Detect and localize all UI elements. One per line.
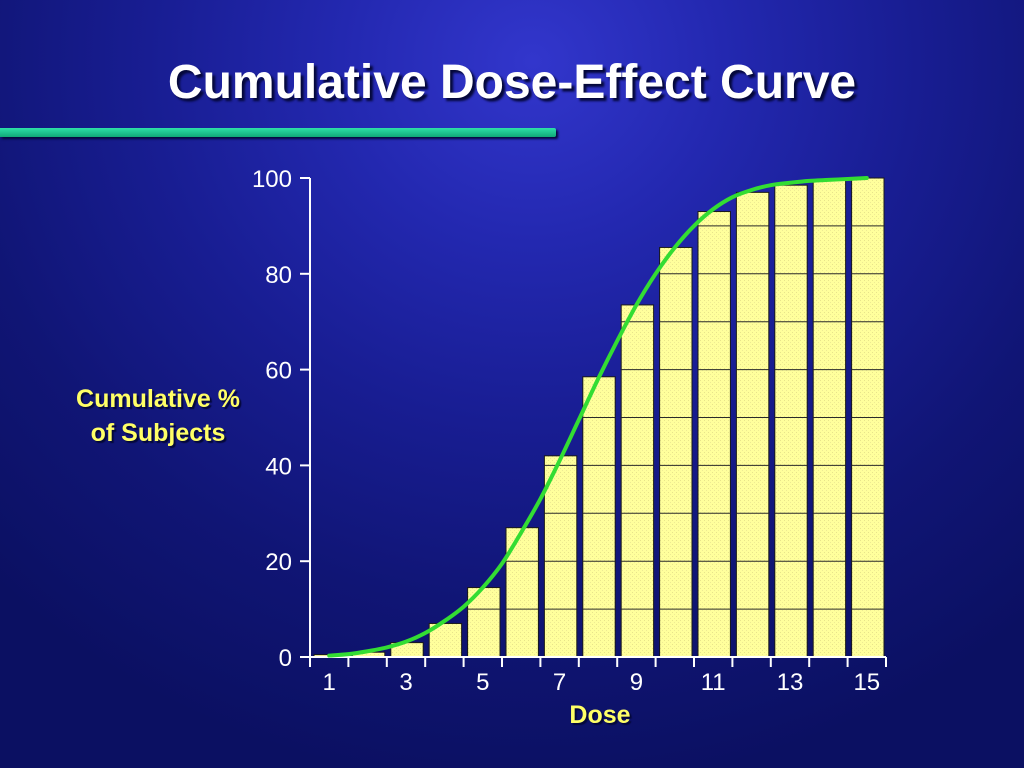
title-underline <box>0 128 556 137</box>
slide-title: Cumulative Dose-Effect Curve <box>167 56 857 109</box>
x-tick-label-15: 15 <box>853 669 880 696</box>
y-tick-label-80: 80 <box>265 262 292 289</box>
bar-dose-8 <box>582 376 616 658</box>
x-tick-label-1: 1 <box>323 669 336 696</box>
y-tick-label-60: 60 <box>265 358 292 385</box>
bar-dose-11 <box>697 211 731 658</box>
y-tick-label-100: 100 <box>252 166 292 193</box>
bar-dose-12 <box>735 191 770 658</box>
x-axis-label: Dose <box>569 701 631 729</box>
x-tick-label-7: 7 <box>553 669 566 696</box>
x-tick-label-3: 3 <box>399 669 412 696</box>
x-tick-label-5: 5 <box>476 669 489 696</box>
bar-dose-13 <box>774 184 808 658</box>
bar-dose-14 <box>812 179 847 658</box>
y-axis-label-line-2: of Subjects <box>90 419 226 447</box>
bar-dose-9 <box>620 304 655 658</box>
x-tick-label-9: 9 <box>630 669 643 696</box>
y-axis-label-line-1: Cumulative % <box>76 385 240 413</box>
x-tick-label-13: 13 <box>777 669 804 696</box>
y-tick-label-20: 20 <box>265 549 292 576</box>
y-tick-label-40: 40 <box>265 453 292 480</box>
bar-dose-10 <box>659 246 693 658</box>
y-axis-label: Cumulative % of Subjects <box>48 382 268 450</box>
y-tick-label-0: 0 <box>279 645 292 672</box>
bar-gridlines <box>467 225 884 610</box>
bar-dose-7 <box>543 455 578 658</box>
dose-effect-curve <box>327 176 869 658</box>
x-tick-label-11: 11 <box>701 669 726 696</box>
